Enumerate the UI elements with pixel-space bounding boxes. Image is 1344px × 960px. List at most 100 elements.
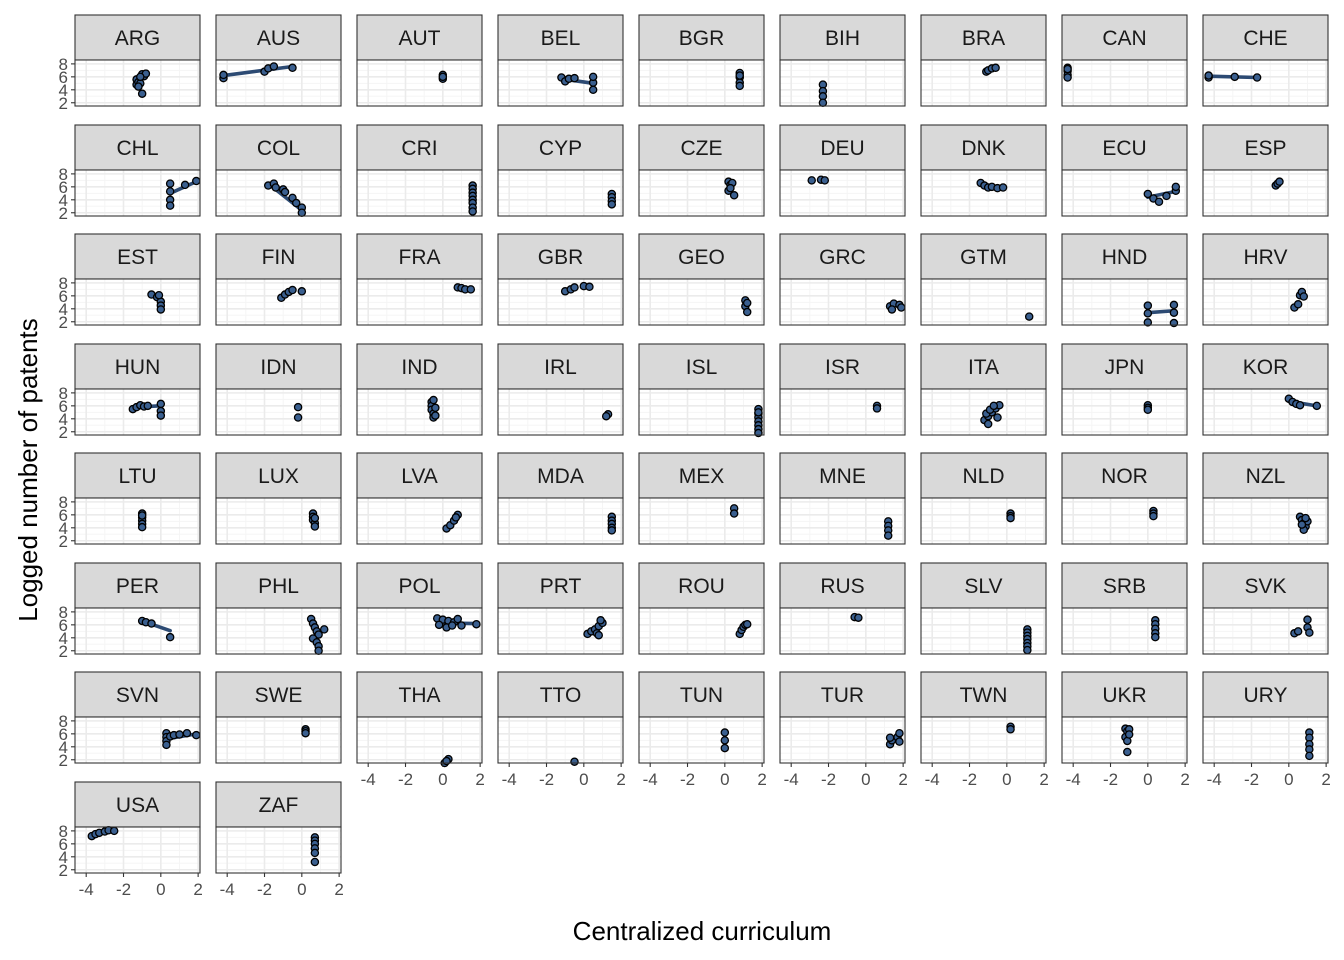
data-point — [754, 408, 763, 417]
facet-strip-label: SVN — [116, 684, 159, 707]
data-point — [1143, 309, 1153, 318]
data-point — [742, 619, 752, 629]
facet-strip-label: TWN — [960, 684, 1008, 707]
data-point — [1312, 401, 1322, 411]
data-point — [147, 619, 156, 628]
facet-panel-jpn: JPN — [1061, 343, 1188, 436]
facet-strip — [497, 124, 624, 171]
data-point — [429, 395, 438, 405]
panel-border — [215, 607, 342, 655]
y-tick-label: 4 — [59, 191, 68, 210]
y-tick-label: 4 — [59, 300, 68, 319]
panel-border — [1202, 716, 1329, 764]
trend-line — [1146, 308, 1176, 315]
facet-panel-tun: TUN -4 -2 0 2 — [638, 671, 767, 789]
facet-strip-label: URY — [1244, 684, 1288, 707]
y-tick-label: 4 — [59, 629, 68, 648]
facet-strip-label: ITA — [968, 356, 999, 379]
x-tick-label: 0 — [1143, 770, 1152, 789]
x-tick-label: 2 — [757, 770, 766, 789]
panel-border — [1061, 388, 1188, 436]
data-point — [983, 419, 993, 429]
facet-panel-isl: ISL — [638, 343, 765, 438]
facet-strip — [1202, 343, 1329, 390]
data-point — [1023, 645, 1032, 655]
facet-strip — [1202, 671, 1329, 718]
facet-panel-bgr: BGR — [638, 14, 765, 107]
y-tick-label: 2 — [59, 423, 68, 442]
data-point — [297, 287, 307, 296]
facet-panel-isr: ISR — [779, 343, 906, 436]
panel-border — [1061, 59, 1188, 107]
data-point — [156, 305, 166, 314]
facet-strip-label: AUS — [257, 27, 300, 50]
facet-strip — [779, 343, 906, 390]
facet-panel-twn: TWN -4 -2 0 2 — [920, 671, 1049, 789]
facet-strip-label: HUN — [115, 356, 161, 379]
panel-border — [1061, 716, 1188, 764]
data-point — [1305, 628, 1314, 637]
facet-strip — [1202, 452, 1329, 499]
facet-strip-label: LTU — [118, 465, 156, 488]
y-axis-title: Logged number of patents — [13, 318, 43, 622]
facet-strip — [920, 562, 1047, 609]
data-point — [607, 200, 617, 209]
panel-border — [779, 278, 906, 326]
data-point — [431, 403, 440, 413]
y-tick-label: 2 — [59, 642, 68, 661]
facet-strip — [215, 671, 342, 718]
facet-strip-label: ISR — [825, 356, 860, 379]
facet-panel-hnd: HND — [1061, 233, 1188, 328]
facet-strip — [215, 233, 342, 280]
facet-panel-rou: ROU — [638, 562, 765, 655]
data-point — [1123, 747, 1132, 757]
facet-strip-label: HND — [1102, 246, 1148, 269]
trend-line — [221, 64, 295, 78]
facet-strip — [779, 562, 906, 609]
panel-border — [74, 497, 201, 545]
facet-strip-label: FRA — [399, 246, 441, 269]
panel-border — [215, 169, 342, 217]
facet-panel-ind: IND — [356, 343, 483, 436]
panel-border — [74, 607, 201, 655]
facet-panel-gbr: GBR — [497, 233, 624, 326]
facet-strip-label: KOR — [1243, 356, 1289, 379]
panel-border — [1202, 278, 1329, 326]
data-point — [1063, 73, 1072, 82]
facet-strip — [215, 781, 342, 828]
panel-border — [356, 278, 483, 326]
data-point — [754, 428, 763, 438]
panel-border — [920, 716, 1047, 764]
panel-border — [215, 497, 342, 545]
panel-border — [74, 826, 201, 874]
panel-border — [779, 59, 906, 107]
facet-panel-idn: IDN — [215, 343, 342, 436]
facet-panel-che: CHE — [1202, 14, 1329, 107]
facet-strip — [356, 233, 483, 280]
facet-panel-hrv: HRV — [1202, 233, 1329, 326]
data-point — [897, 303, 906, 312]
panel-border — [356, 716, 483, 764]
panel-border — [920, 607, 1047, 655]
x-tick-label: 0 — [1002, 770, 1011, 789]
facet-strip-label: USA — [116, 794, 159, 817]
data-point — [442, 756, 451, 766]
facet-panel-cze: CZE — [638, 124, 765, 217]
facet-strip-label: MDA — [537, 465, 584, 488]
x-tick-label: 0 — [861, 770, 870, 789]
facet-panel-svk: SVK — [1202, 562, 1329, 655]
data-point — [175, 730, 184, 739]
data-point — [1275, 177, 1284, 186]
facet-strip-label: SWE — [255, 684, 303, 707]
x-tick-label: -2 — [1103, 770, 1118, 789]
x-tick-label: 2 — [616, 770, 625, 789]
facet-panel-deu: DEU — [779, 124, 906, 217]
data-point — [431, 411, 440, 420]
data-point — [818, 98, 828, 108]
facet-panel-mex: MEX — [638, 452, 765, 545]
facet-panel-aut: AUT — [356, 14, 483, 107]
data-point — [1169, 300, 1179, 310]
facet-strip — [638, 124, 765, 171]
data-point — [438, 72, 448, 82]
